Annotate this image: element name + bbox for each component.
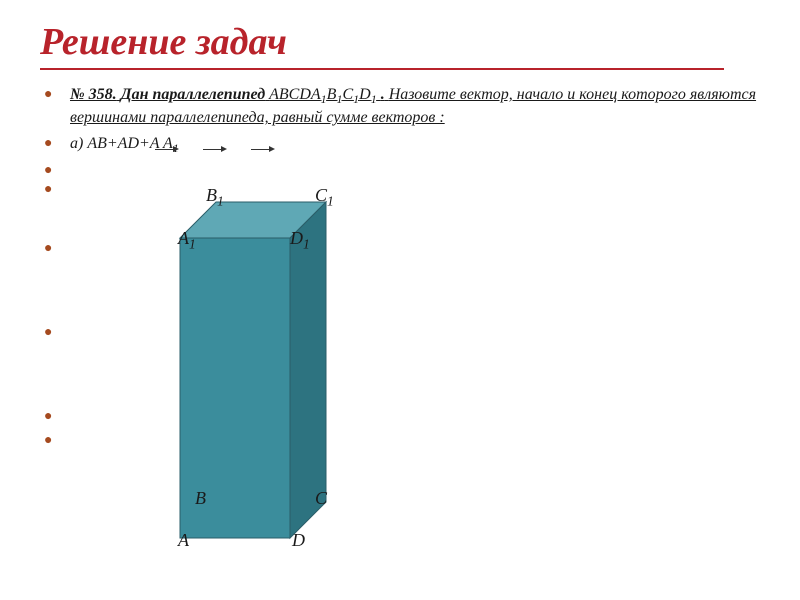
bullet-list: № 358. Дан параллелепипед ABCDA1B1C1D1 .… (40, 84, 760, 435)
given-word: Дан параллелепипед (121, 86, 265, 103)
problem-number: № 358. (70, 86, 117, 103)
parallelepiped-diagram: B1 C1 A1 D1 B C A D (150, 188, 350, 558)
arrow-icon (251, 145, 277, 153)
problem-statement: № 358. Дан параллелепипед ABCDA1B1C1D1 .… (40, 84, 760, 129)
top-front-row (40, 179, 760, 234)
vertex-d1: D1 (290, 228, 310, 253)
bottom-front-row (40, 430, 760, 435)
arrow-icon (203, 145, 229, 153)
vertex-b1: B1 (206, 185, 224, 210)
top-back-row (40, 160, 760, 175)
slide: Решение задач № 358. Дан параллелепипед … (0, 0, 800, 600)
vertex-c: C (315, 488, 327, 509)
case-a: а) AB+AD+A A1 (40, 133, 760, 156)
arrow-icon (155, 145, 181, 153)
vertex-c1: C1 (315, 185, 334, 210)
vertex-d: D (292, 530, 305, 551)
mid-row-2 (40, 322, 760, 402)
slide-title: Решение задач (40, 20, 724, 70)
vertex-a1: A1 (178, 228, 196, 253)
bottom-back-row (40, 406, 760, 426)
vector-arrows (155, 145, 277, 153)
prism-letters: ABCDA1B1C1D1 (269, 86, 381, 103)
vertex-b: B (195, 488, 206, 509)
vertex-a: A (178, 530, 189, 551)
mid-row (40, 238, 760, 318)
